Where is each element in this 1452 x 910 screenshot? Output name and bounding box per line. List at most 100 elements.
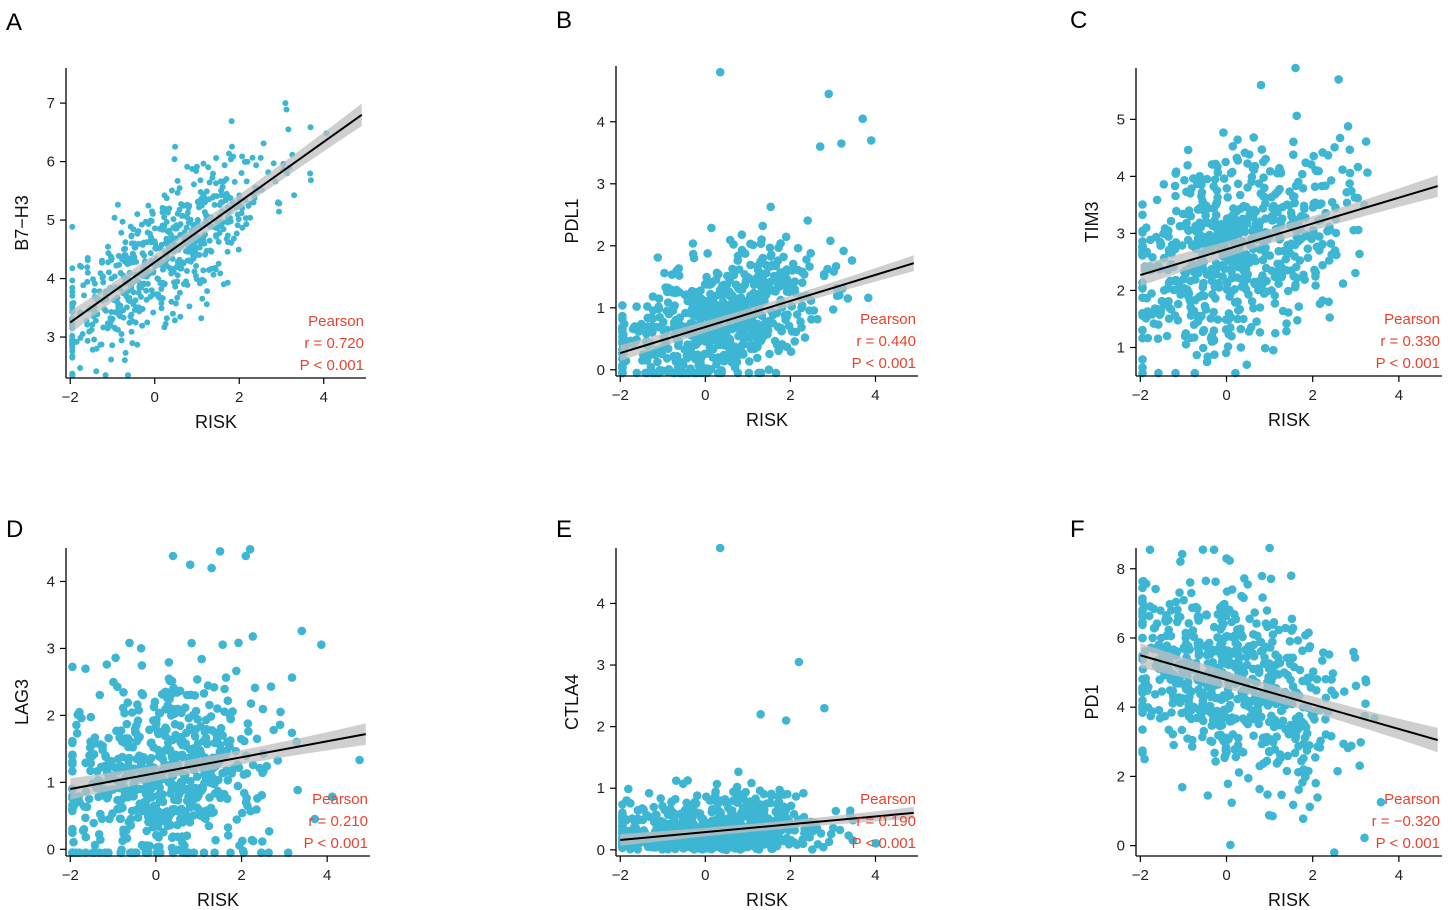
data-point: [264, 827, 274, 836]
data-point: [1270, 299, 1280, 308]
y-tick-label: 6: [1117, 630, 1125, 647]
y-tick-label: 4: [597, 595, 605, 612]
data-point: [1318, 148, 1327, 157]
data-point: [133, 258, 140, 265]
data-point: [738, 298, 748, 308]
x-tick-label: 4: [871, 867, 879, 884]
y-tick-label: 5: [47, 212, 55, 229]
regression-line: [619, 262, 915, 355]
x-tick-label: 4: [320, 389, 328, 406]
data-point: [223, 738, 232, 747]
data-point: [1195, 638, 1204, 647]
data-point: [1333, 766, 1342, 776]
data-point: [68, 751, 77, 761]
data-point: [1262, 756, 1272, 766]
y-axis-title: CTLA4: [562, 674, 582, 730]
data-point: [1347, 186, 1356, 196]
data-point: [790, 284, 799, 294]
data-point: [781, 232, 791, 242]
data-point: [1189, 333, 1199, 342]
data-point: [1298, 184, 1308, 193]
data-point: [692, 843, 701, 852]
data-point: [204, 288, 211, 295]
x-axis-title: RISK: [746, 890, 788, 910]
data-point: [1345, 179, 1354, 188]
data-point: [136, 308, 143, 315]
data-point: [706, 305, 715, 315]
data-point: [1191, 221, 1200, 231]
data-point: [1166, 216, 1176, 226]
data-point: [1321, 674, 1330, 684]
data-point: [243, 221, 250, 228]
data-point: [235, 841, 244, 850]
data-point: [864, 293, 873, 303]
data-point: [159, 204, 166, 211]
data-point: [693, 350, 702, 360]
data-point: [650, 817, 659, 827]
data-point: [1199, 726, 1209, 736]
data-point: [1282, 326, 1291, 336]
data-point: [123, 734, 133, 743]
data-point: [1255, 699, 1264, 708]
data-point: [780, 267, 789, 277]
data-point: [105, 243, 111, 250]
data-point: [1209, 545, 1219, 554]
data-point: [161, 281, 168, 288]
data-point: [1189, 320, 1199, 330]
stat-p-value: P < 0.001: [1376, 355, 1440, 372]
data-point: [166, 205, 173, 212]
data-point: [86, 737, 95, 746]
data-point: [213, 155, 220, 161]
data-point: [224, 219, 231, 226]
x-tick-label: 0: [1222, 867, 1230, 884]
data-point: [128, 232, 135, 239]
data-point: [252, 805, 261, 814]
data-point: [777, 809, 786, 818]
data-point: [161, 705, 170, 714]
data-point: [193, 163, 200, 170]
data-point: [266, 682, 276, 691]
data-point: [1203, 791, 1213, 800]
data-point: [174, 704, 183, 714]
data-point: [663, 298, 673, 307]
data-point: [69, 348, 76, 355]
stat-method: Pearson: [308, 313, 364, 330]
data-point: [138, 221, 145, 228]
data-point: [200, 779, 209, 788]
data-point: [134, 230, 141, 237]
data-point: [216, 201, 223, 208]
data-point: [192, 772, 202, 781]
data-point: [1255, 303, 1265, 312]
data-point: [756, 239, 766, 248]
data-point: [1239, 593, 1248, 603]
data-point: [1262, 606, 1272, 615]
data-point: [161, 214, 168, 221]
data-point: [670, 818, 680, 827]
data-point: [68, 738, 77, 748]
data-point: [1138, 293, 1147, 303]
data-point: [226, 150, 232, 157]
data-point: [1267, 216, 1277, 225]
data-point: [1224, 646, 1233, 656]
data-point: [147, 293, 154, 300]
data-point: [1162, 631, 1171, 641]
data-point: [1297, 211, 1306, 221]
data-point: [1138, 200, 1147, 209]
data-point: [1182, 218, 1191, 228]
data-point: [768, 318, 778, 328]
data-point: [1310, 182, 1320, 191]
data-point: [1248, 664, 1258, 674]
data-point: [134, 341, 141, 348]
data-point: [70, 300, 77, 306]
data-point: [713, 301, 722, 311]
data-point: [1175, 612, 1185, 622]
data-point: [212, 266, 219, 273]
data-point: [1240, 574, 1249, 583]
data-point: [871, 839, 881, 848]
data-point: [734, 265, 744, 274]
data-point: [243, 719, 253, 728]
data-point: [1164, 314, 1174, 324]
data-point: [666, 806, 676, 815]
data-point: [1222, 554, 1231, 563]
data-point: [1221, 348, 1231, 358]
